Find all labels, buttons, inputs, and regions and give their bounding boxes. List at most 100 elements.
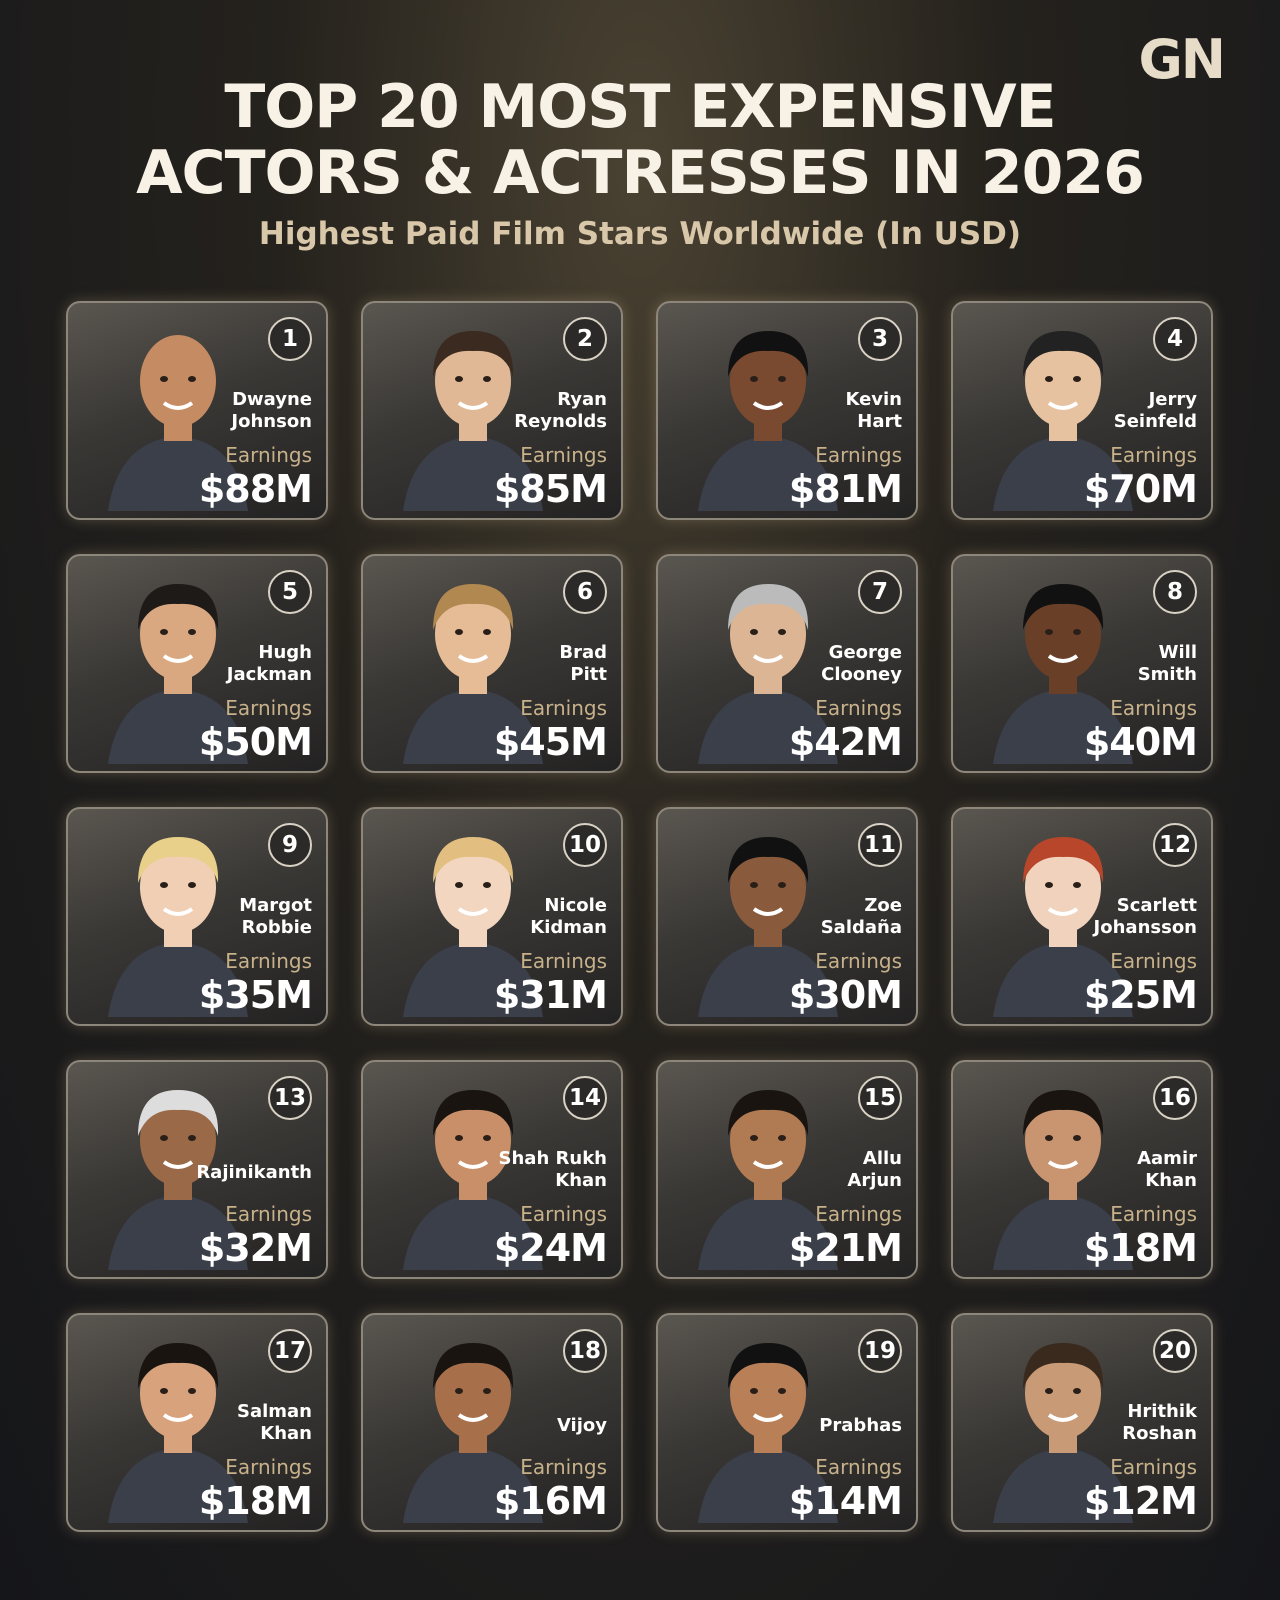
rank-badge: 14 bbox=[563, 1076, 607, 1120]
actor-name: Vijoy bbox=[556, 1415, 607, 1436]
portrait bbox=[698, 584, 838, 764]
earnings-value: $31M bbox=[493, 973, 608, 1017]
earnings-value: $81M bbox=[788, 467, 903, 511]
actor-name: Jerry bbox=[1148, 389, 1197, 410]
actor-card: 19 Prabhas Earnings $14M bbox=[656, 1313, 918, 1532]
earnings-value: $16M bbox=[493, 1479, 608, 1523]
portrait bbox=[108, 1090, 248, 1270]
actor-name: Hart bbox=[857, 411, 902, 432]
actor-name: Kidman bbox=[530, 917, 607, 938]
earnings-value: $14M bbox=[788, 1479, 903, 1523]
rank-badge: 8 bbox=[1153, 570, 1197, 614]
actor-card: 14 Shah Rukh Khan Earnings $24M bbox=[361, 1060, 623, 1279]
actor-name: Saldaña bbox=[820, 917, 902, 938]
actor-card: 13 Rajinikanth Earnings $32M bbox=[66, 1060, 328, 1279]
earnings-label: Earnings bbox=[815, 1455, 902, 1479]
actor-card: 16 Aamir Khan Earnings $18M bbox=[951, 1060, 1213, 1279]
actor-name: Khan bbox=[555, 1170, 607, 1191]
rank-badge: 1 bbox=[268, 317, 312, 361]
actor-card: 12 Scarlett Johansson Earnings $25M bbox=[951, 807, 1213, 1026]
title: ACTORS & ACTRESSES IN 2026 bbox=[136, 138, 1145, 208]
earnings-label: Earnings bbox=[520, 949, 607, 973]
rank-badge: 18 bbox=[563, 1329, 607, 1373]
earnings-label: Earnings bbox=[815, 1202, 902, 1226]
earnings-value: $30M bbox=[788, 973, 903, 1017]
rank-badge: 16 bbox=[1153, 1076, 1197, 1120]
rank-badge: 4 bbox=[1153, 317, 1197, 361]
actor-name: Scarlett bbox=[1116, 895, 1197, 916]
actor-card: 4 Jerry Seinfeld Earnings $70M bbox=[951, 301, 1213, 520]
portrait bbox=[403, 331, 543, 511]
earnings-value: $25M bbox=[1083, 973, 1198, 1017]
earnings-value: $50M bbox=[198, 720, 313, 764]
logo: GN bbox=[1138, 28, 1226, 91]
actor-card: 7 George Clooney Earnings $42M bbox=[656, 554, 918, 773]
portrait bbox=[403, 837, 543, 1017]
earnings-label: Earnings bbox=[815, 696, 902, 720]
rank-badge: 11 bbox=[858, 823, 902, 867]
rank-badge: 12 bbox=[1153, 823, 1197, 867]
portrait bbox=[403, 1090, 543, 1270]
actor-card: 2 Ryan Reynolds Earnings $85M bbox=[361, 301, 623, 520]
portrait bbox=[993, 1090, 1133, 1270]
portrait bbox=[403, 584, 543, 764]
actor-card: 18 Vijoy Earnings $16M bbox=[361, 1313, 623, 1532]
rank-badge: 5 bbox=[268, 570, 312, 614]
portrait bbox=[698, 1343, 838, 1523]
earnings-label: Earnings bbox=[225, 1202, 312, 1226]
actor-card: 8 Will Smith Earnings $40M bbox=[951, 554, 1213, 773]
actor-card: 10 Nicole Kidman Earnings $31M bbox=[361, 807, 623, 1026]
earnings-label: Earnings bbox=[520, 1455, 607, 1479]
rank-badge: 19 bbox=[858, 1329, 902, 1373]
portrait bbox=[698, 837, 838, 1017]
earnings-value: $35M bbox=[198, 973, 313, 1017]
actor-card: 15 Allu Arjun Earnings $21M bbox=[656, 1060, 918, 1279]
earnings-value: $88M bbox=[198, 467, 313, 511]
actor-name: Nicole bbox=[544, 895, 607, 916]
earnings-label: Earnings bbox=[520, 696, 607, 720]
actor-name: Salman bbox=[237, 1401, 312, 1422]
earnings-label: Earnings bbox=[225, 443, 312, 467]
actor-name: Seinfeld bbox=[1113, 411, 1197, 432]
subtitle: Highest Paid Film Stars Worldwide (In US… bbox=[258, 216, 1022, 252]
earnings-label: Earnings bbox=[1110, 1202, 1197, 1226]
portrait bbox=[993, 331, 1133, 511]
actor-name: Shah Rukh bbox=[498, 1148, 607, 1169]
earnings-value: $32M bbox=[198, 1226, 313, 1270]
actor-name: Khan bbox=[1145, 1170, 1197, 1191]
portrait bbox=[108, 335, 248, 511]
earnings-label: Earnings bbox=[225, 949, 312, 973]
actor-name: Hugh bbox=[258, 642, 312, 663]
portrait bbox=[993, 837, 1133, 1017]
actor-name: Will bbox=[1158, 642, 1197, 663]
earnings-value: $85M bbox=[493, 467, 608, 511]
rank-badge: 9 bbox=[268, 823, 312, 867]
actor-name: Ryan bbox=[557, 389, 607, 410]
earnings-label: Earnings bbox=[225, 1455, 312, 1479]
actor-name: Aamir bbox=[1137, 1148, 1197, 1169]
earnings-value: $40M bbox=[1083, 720, 1198, 764]
title: TOP 20 MOST EXPENSIVE bbox=[224, 72, 1056, 142]
actor-name: Smith bbox=[1137, 664, 1197, 685]
actor-name: Johansson bbox=[1093, 917, 1197, 938]
actor-name: Zoe bbox=[864, 895, 902, 916]
actor-name: Arjun bbox=[847, 1170, 902, 1191]
portrait bbox=[698, 1090, 838, 1270]
actor-name: Prabhas bbox=[819, 1415, 902, 1436]
actor-name: Allu bbox=[862, 1148, 902, 1169]
actor-name: George bbox=[828, 642, 902, 663]
actor-name: Dwayne bbox=[232, 389, 312, 410]
actor-card: 5 Hugh Jackman Earnings $50M bbox=[66, 554, 328, 773]
earnings-value: $18M bbox=[198, 1479, 313, 1523]
portrait bbox=[993, 584, 1133, 764]
actor-card: 17 Salman Khan Earnings $18M bbox=[66, 1313, 328, 1532]
earnings-label: Earnings bbox=[520, 1202, 607, 1226]
earnings-label: Earnings bbox=[520, 443, 607, 467]
earnings-label: Earnings bbox=[1110, 696, 1197, 720]
actor-name: Jackman bbox=[226, 664, 312, 685]
actor-card: 6 Brad Pitt Earnings $45M bbox=[361, 554, 623, 773]
rank-badge: 10 bbox=[563, 823, 607, 867]
actor-name: Brad bbox=[559, 642, 607, 663]
earnings-value: $70M bbox=[1083, 467, 1198, 511]
rank-badge: 6 bbox=[563, 570, 607, 614]
